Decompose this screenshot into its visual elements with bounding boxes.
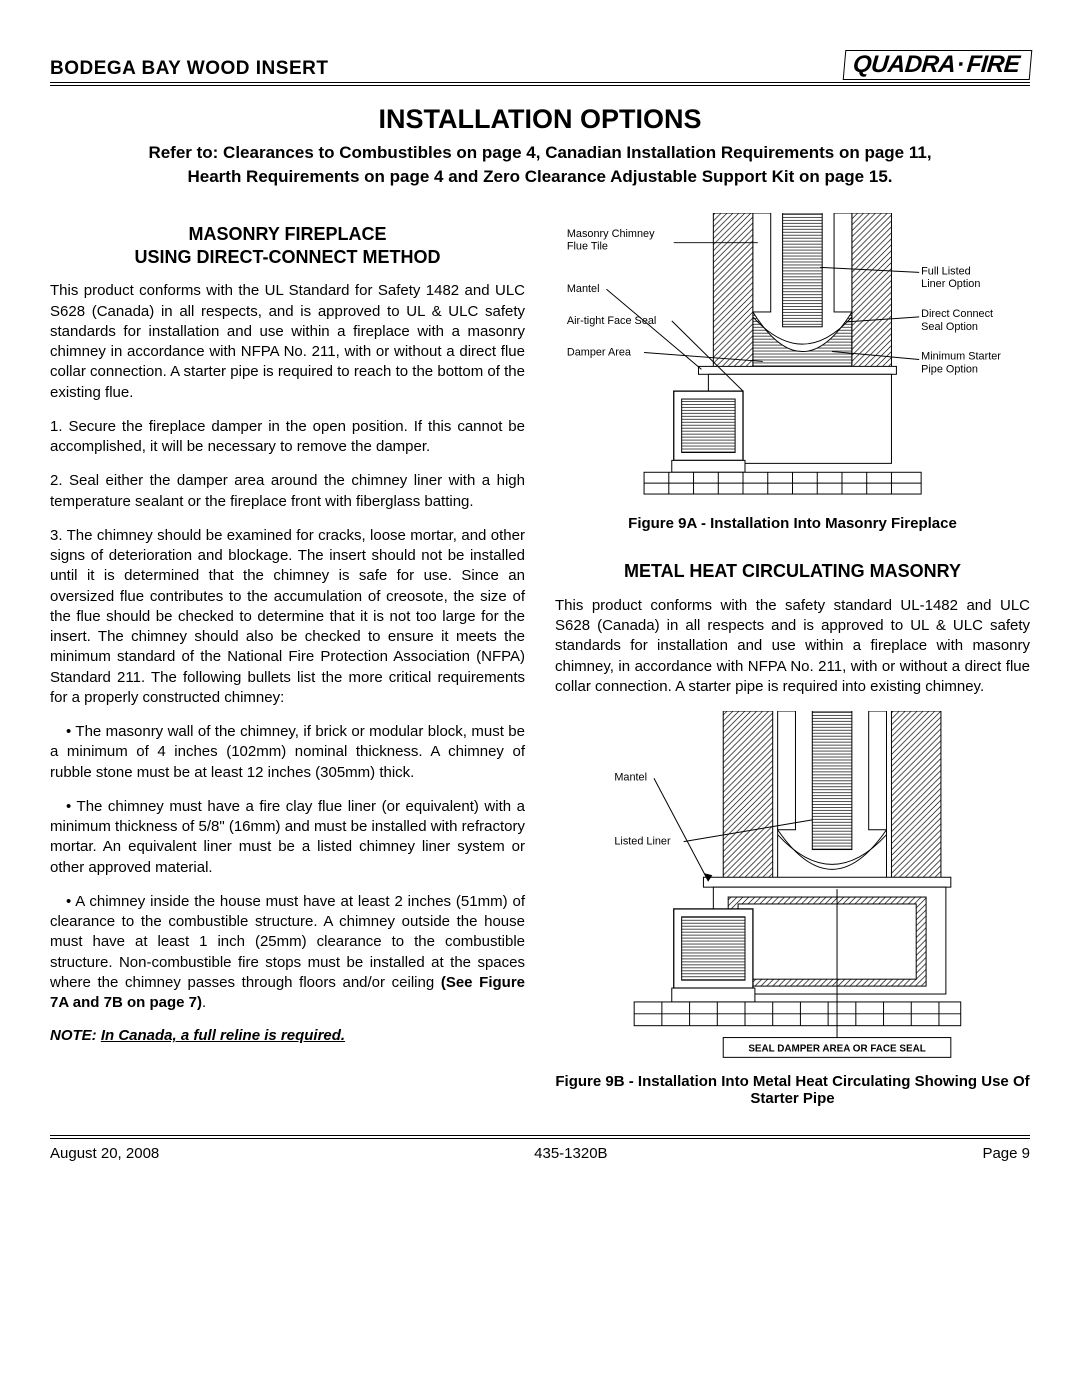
label-flue-tile: Flue Tile [567,240,608,252]
label-damper: Damper Area [567,346,632,358]
masonry-para-1: This product conforms with the UL Standa… [50,281,525,403]
page-header: BODEGA BAY WOOD INSERT QUADRA·FIRE [50,50,1030,86]
brand-right: FIRE [965,51,1020,78]
label-masonry-chimney: Masonry Chimney [567,227,655,239]
refer-text: Refer to: Clearances to Combustibles on … [50,141,1030,189]
label-9b-liner: Listed Liner [614,836,671,848]
right-column: Masonry Chimney Flue Tile Mantel Air-tig… [555,213,1030,1108]
refer-line-1: Refer to: Clearances to Combustibles on … [148,143,931,162]
page-footer: August 20, 2008 435-1320B Page 9 [50,1135,1030,1162]
figure-9a-diagram: Masonry Chimney Flue Tile Mantel Air-tig… [555,213,1030,510]
masonry-step-3: 3. The chimney should be examined for cr… [50,526,525,708]
masonry-bullet-2: • The chimney must have a fire clay flue… [50,797,525,878]
footer-date: August 20, 2008 [50,1145,159,1162]
masonry-heading-l2: USING DIRECT-CONNECT METHOD [135,247,441,267]
fig9b-caption-prefix: Figure 9B - [555,1073,638,1090]
page-heading: INSTALLATION OPTIONS [50,104,1030,135]
label-airtight: Air-tight Face Seal [567,314,656,326]
figure-9b-caption: Figure 9B - Installation Into Metal Heat… [555,1073,1030,1107]
label-full-liner-2: Liner Option [921,278,980,290]
figure-9a-caption: Figure 9A - Installation Into Masonry Fi… [555,515,1030,532]
metal-heading: METAL HEAT CIRCULATING MASONRY [555,560,1030,583]
label-direct-connect-2: Seal Option [921,320,978,332]
footer-docnum: 435-1320B [534,1145,607,1162]
label-9b-mantel: Mantel [614,771,647,783]
label-direct-connect-1: Direct Connect [921,308,993,320]
masonry-step-2: 2. Seal either the damper area around th… [50,471,525,512]
masonry-bullet-1: • The masonry wall of the chimney, if br… [50,722,525,783]
label-min-starter-1: Minimum Starter [921,350,1001,362]
fig9b-caption-main: Installation Into Metal Heat Circulating… [638,1073,1030,1107]
brand-logo: QUADRA·FIRE [842,50,1031,80]
note-text: In Canada, a full reline is required. [101,1027,345,1044]
metal-para-1: This product conforms with the safety st… [555,596,1030,697]
note-line: NOTE: In Canada, a full reline is requir… [50,1027,525,1044]
brand-left: QUADRA [851,51,956,78]
label-mantel: Mantel [567,283,600,295]
footer-page: Page 9 [982,1145,1030,1162]
figure-9b-diagram: Mantel Listed Liner SEAL DAMPER AREA OR … [555,711,1030,1067]
masonry-heading-l1: MASONRY FIREPLACE [188,224,386,244]
masonry-heading: MASONRY FIREPLACE USING DIRECT-CONNECT M… [50,223,525,270]
refer-line-2: Hearth Requirements on page 4 and Zero C… [187,167,892,186]
product-title: BODEGA BAY WOOD INSERT [50,58,328,80]
label-min-starter-2: Pipe Option [921,363,978,375]
label-seal-box: SEAL DAMPER AREA OR FACE SEAL [748,1044,925,1055]
label-full-liner-1: Full Listed [921,265,971,277]
masonry-bullet-3: • A chimney inside the house must have a… [50,892,525,1014]
note-prefix: NOTE: [50,1027,101,1044]
left-column: MASONRY FIREPLACE USING DIRECT-CONNECT M… [50,213,525,1108]
masonry-step-1: 1. Secure the fireplace damper in the op… [50,417,525,458]
two-column-layout: MASONRY FIREPLACE USING DIRECT-CONNECT M… [50,213,1030,1108]
